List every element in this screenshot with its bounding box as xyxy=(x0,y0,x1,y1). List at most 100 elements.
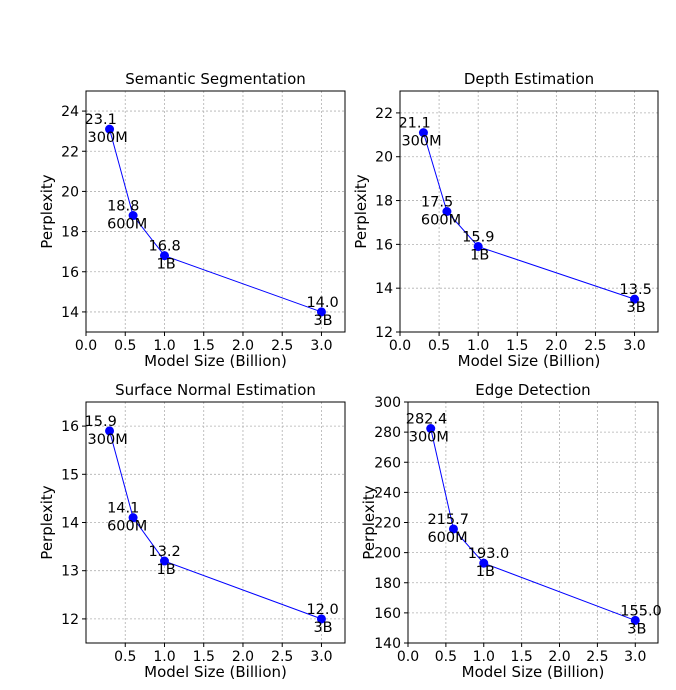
data-point xyxy=(159,556,169,566)
data-label: 14.1 xyxy=(107,501,139,517)
y-tick-label: 220 xyxy=(374,516,401,532)
x-tick-label: 3.0 xyxy=(310,338,332,354)
data-label: 12.0 xyxy=(306,602,338,618)
y-tick-label: 200 xyxy=(374,546,401,562)
x-tick-label: 1.0 xyxy=(467,338,489,354)
x-tick-label: 1.0 xyxy=(153,649,175,665)
y-tick-label: 14 xyxy=(375,281,393,297)
size-label: 1B xyxy=(156,257,175,273)
y-tick-label: 260 xyxy=(374,455,401,471)
x-tick-label: 0.0 xyxy=(389,338,411,354)
x-tick-label: 2.0 xyxy=(232,649,254,665)
data-point xyxy=(105,124,115,134)
y-axis-label: Perplexity xyxy=(38,485,56,559)
x-tick-label: 1.5 xyxy=(511,649,533,665)
y-tick-label: 180 xyxy=(374,576,401,592)
x-tick-label: 1.0 xyxy=(473,649,495,665)
x-axis-label: Model Size (Billion) xyxy=(462,663,605,681)
x-tick-label: 2.5 xyxy=(271,338,293,354)
x-tick-label: 2.0 xyxy=(545,338,567,354)
y-tick-label: 160 xyxy=(374,606,401,622)
series-line xyxy=(109,129,322,313)
y-tick-label: 15 xyxy=(61,467,79,483)
chart-title: Surface Normal Estimation xyxy=(115,381,316,399)
y-tick-label: 12 xyxy=(61,612,79,628)
data-label: 23.1 xyxy=(85,112,117,128)
plot-frame xyxy=(407,401,659,644)
x-tick-label: 2.5 xyxy=(271,649,293,665)
y-tick-label: 20 xyxy=(375,150,393,166)
size-label: 1B xyxy=(476,564,495,580)
size-label: 600M xyxy=(421,213,461,229)
y-tick-label: 16 xyxy=(61,265,79,281)
plot-frame xyxy=(399,90,659,333)
y-tick-label: 280 xyxy=(374,425,401,441)
x-tick-label: 0.5 xyxy=(435,649,457,665)
data-label: 13.5 xyxy=(620,282,652,298)
series-line xyxy=(422,132,635,300)
data-point xyxy=(128,211,138,221)
data-point xyxy=(128,513,138,523)
chart-title: Edge Detection xyxy=(475,381,590,399)
y-tick-label: 16 xyxy=(61,419,79,435)
x-axis-label: Model Size (Billion) xyxy=(144,352,287,370)
data-label: 18.8 xyxy=(107,199,139,215)
y-axis-label: Perplexity xyxy=(360,485,378,559)
y-tick-label: 18 xyxy=(61,225,79,241)
y-tick-label: 18 xyxy=(375,194,393,210)
size-label: 1B xyxy=(470,248,489,264)
y-tick-label: 140 xyxy=(374,636,401,652)
chart-panel-1: 0.0 0.5 1.0 1.5 2.0 2.5 3.0 14 16 18 20 22 24 23.1 300… xyxy=(38,70,346,370)
y-tick-label: 22 xyxy=(375,106,393,122)
series-line xyxy=(430,428,636,621)
data-label: 15.9 xyxy=(462,230,494,246)
x-tick-label: 0.0 xyxy=(75,338,97,354)
x-tick-label: 2.5 xyxy=(586,649,608,665)
y-tick-label: 14 xyxy=(61,516,79,532)
x-tick-label: 2.0 xyxy=(548,649,570,665)
y-tick-label: 14 xyxy=(61,305,79,321)
chart-panel-2: 0.0 0.5 1.0 1.5 2.0 2.5 3.0 12 14 16 18 20 22 21.1 300… xyxy=(352,70,659,370)
data-point xyxy=(442,207,452,216)
y-tick-label: 13 xyxy=(61,564,79,580)
data-label: 16.8 xyxy=(148,239,180,255)
data-label: 14.0 xyxy=(306,295,338,311)
y-tick-label: 22 xyxy=(61,144,79,160)
data-label: 21.1 xyxy=(398,116,430,132)
chart-title: Semantic Segmentation xyxy=(125,70,306,88)
data-point xyxy=(426,424,436,434)
chart-title: Depth Estimation xyxy=(464,70,594,88)
x-tick-label: 3.0 xyxy=(310,649,332,665)
size-label: 3B xyxy=(313,620,332,636)
x-axis-label: Model Size (Billion) xyxy=(458,352,601,370)
y-axis-label: Perplexity xyxy=(38,174,56,248)
y-tick-label: 16 xyxy=(375,237,393,253)
data-label: 17.5 xyxy=(421,195,453,211)
x-tick-label: 3.0 xyxy=(623,338,645,354)
chart-panel-4: 0.0 0.5 1.0 1.5 2.0 2.5 3.0 140 160 180 200 220 240 2… xyxy=(360,381,662,681)
data-point xyxy=(630,615,640,625)
x-tick-label: 0.5 xyxy=(114,649,136,665)
x-axis-label: Model Size (Billion) xyxy=(144,663,287,681)
plot-frame xyxy=(85,401,346,644)
data-label: 13.2 xyxy=(148,544,180,560)
data-label: 155.0 xyxy=(620,603,662,619)
x-tick-label: 2.0 xyxy=(232,338,254,354)
x-tick-label: 3.0 xyxy=(624,649,646,665)
x-tick-label: 1.5 xyxy=(193,338,215,354)
data-point xyxy=(316,307,326,317)
x-tick-label: 1.0 xyxy=(153,338,175,354)
size-label: 300M xyxy=(401,134,441,150)
size-label: 1B xyxy=(156,562,175,578)
x-tick-label: 0.0 xyxy=(397,649,419,665)
data-point xyxy=(473,242,483,252)
size-label: 300M xyxy=(88,432,128,448)
data-point xyxy=(448,524,458,534)
data-point xyxy=(159,251,169,261)
series-line xyxy=(109,430,322,620)
y-axis-label: Perplexity xyxy=(352,174,370,248)
data-label: 215.7 xyxy=(427,512,469,528)
data-point xyxy=(479,558,489,568)
size-label: 600M xyxy=(107,519,147,535)
data-point xyxy=(630,294,640,304)
